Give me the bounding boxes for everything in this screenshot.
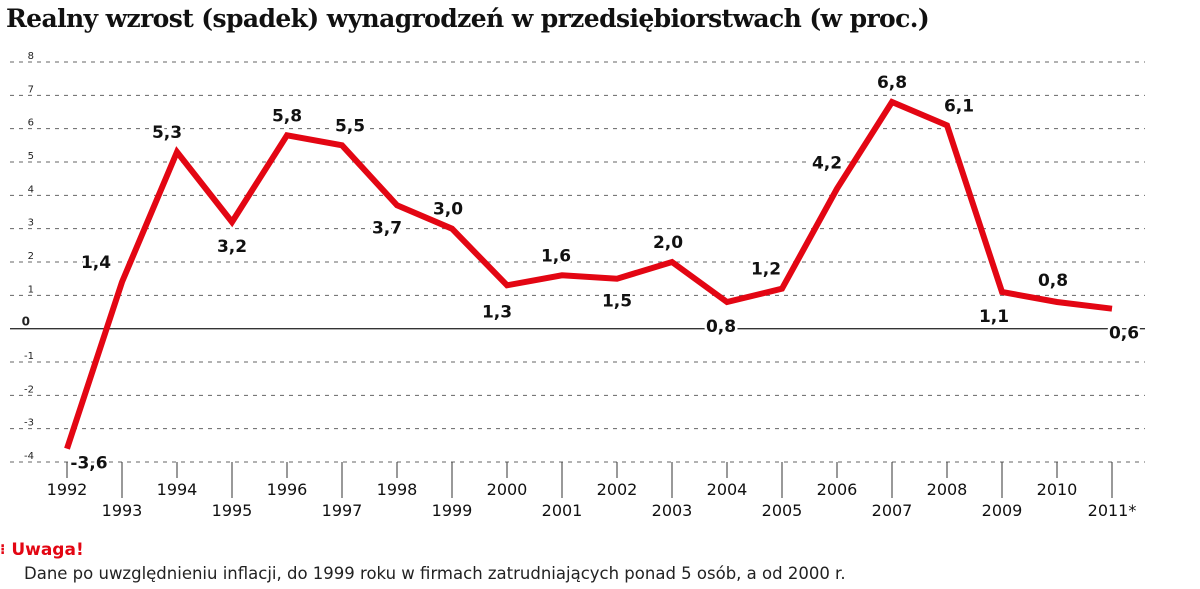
- note-heading-label: Uwaga!: [11, 540, 84, 560]
- y-tick-label: 4: [28, 184, 34, 195]
- data-label: 1,2: [751, 260, 781, 280]
- y-tick-label: -4: [24, 451, 34, 462]
- data-label: 1,6: [541, 246, 571, 266]
- data-label: 4,2: [812, 154, 842, 174]
- y-tick-label: 2: [28, 251, 34, 262]
- data-label: 3,2: [217, 237, 247, 257]
- y-tick-label: 0: [22, 315, 30, 329]
- y-tick-label: -2: [24, 384, 34, 395]
- y-tick-label: -1: [24, 351, 34, 362]
- x-tick-label: 1994: [157, 480, 198, 499]
- data-label: -3,6: [70, 454, 107, 474]
- x-tick-label: 1995: [212, 501, 253, 520]
- data-label: 6,1: [944, 96, 974, 116]
- data-label: 6,8: [877, 73, 907, 93]
- data-label: 1,1: [979, 307, 1009, 327]
- y-tick-label: 7: [28, 84, 34, 95]
- data-label: 5,5: [335, 116, 365, 136]
- x-tick-label: 2011*: [1088, 501, 1137, 520]
- x-tick-label: 2007: [872, 501, 913, 520]
- x-tick-label: 1998: [377, 480, 418, 499]
- data-label: 1,3: [482, 302, 512, 322]
- note-heading: ⁝ Uwaga!: [0, 540, 846, 560]
- warning-icon: ⁝: [0, 542, 6, 558]
- x-tick-label: 1996: [267, 480, 308, 499]
- x-tick-label: 2006: [817, 480, 858, 499]
- note-text: Dane po uwzględnieniu inflacji, do 1999 …: [24, 564, 846, 583]
- x-tick-label: 2009: [982, 501, 1023, 520]
- x-tick-label: 2001: [542, 501, 583, 520]
- x-tick-label: 2002: [597, 480, 638, 499]
- y-tick-label: 1: [28, 284, 34, 295]
- line-chart: -4 -3 -2 -1 0 1 2 3 4 5 6 7 8 1992 1993 1994 1995 1996 199…: [10, 51, 1145, 520]
- chart-title: Realny wzrost (spadek) wynagrodzeń w prz…: [6, 4, 930, 33]
- footnote: ⁝ Uwaga! Dane po uwzględnieniu inflacji,…: [0, 540, 846, 583]
- data-label: 0,6: [1109, 324, 1139, 344]
- data-label: 2,0: [653, 233, 683, 253]
- data-label: 1,5: [602, 292, 632, 312]
- data-label: 3,7: [372, 218, 402, 238]
- x-tick-label: 2008: [927, 480, 968, 499]
- x-tick-label: 2005: [762, 501, 803, 520]
- y-tick-label: 8: [28, 51, 34, 62]
- data-label: 0,8: [706, 317, 736, 337]
- x-tick-label: 1997: [322, 501, 363, 520]
- x-tick-label: 2004: [707, 480, 748, 499]
- x-tick-label: 1992: [47, 480, 88, 499]
- x-tick-label: 1993: [102, 501, 143, 520]
- series-line: [64, 98, 1113, 450]
- data-label: 5,3: [152, 123, 182, 143]
- x-tick-label: 2000: [487, 480, 528, 499]
- data-label: 0,8: [1038, 271, 1068, 291]
- x-tick-label: 1999: [432, 501, 473, 520]
- y-tick-label: 3: [28, 218, 34, 229]
- x-tick-label: 2010: [1037, 480, 1078, 499]
- y-tick-label: 6: [28, 118, 34, 129]
- data-label: 5,8: [272, 106, 302, 126]
- data-label: 1,4: [81, 253, 111, 273]
- y-tick-label: 5: [28, 151, 34, 162]
- y-tick-label: -3: [24, 418, 34, 429]
- x-tick-label: 2003: [652, 501, 693, 520]
- data-label: 3,0: [433, 200, 463, 220]
